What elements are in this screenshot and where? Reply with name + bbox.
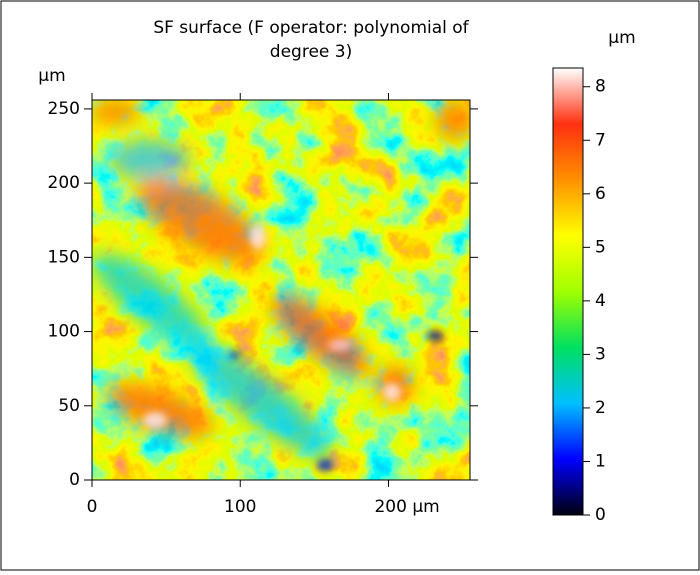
colorbar-tick-label: 8	[595, 77, 606, 97]
y-tick-label: 0	[69, 470, 80, 490]
x-tick-label: 200 µm	[374, 497, 439, 517]
surface-image	[92, 100, 470, 480]
colorbar	[552, 67, 584, 516]
x-tick-label: 0	[87, 497, 98, 517]
y-tick-label: 100	[48, 322, 80, 342]
colorbar-tick-label: 4	[595, 291, 606, 311]
colorbar-tick-label: 2	[595, 398, 606, 418]
y-tick-label: 200	[48, 173, 80, 193]
colorbar-tick-label: 7	[595, 130, 606, 150]
colorbar-label: µm	[608, 28, 635, 48]
chart-title: SF surface (F operator: polynomial of	[153, 18, 469, 38]
y-tick-label: 150	[48, 247, 80, 267]
plot-border	[91, 99, 471, 481]
y-tick-label: 50	[58, 396, 80, 416]
colorbar-tick-label: 1	[595, 451, 606, 471]
x-tick-label: 100	[224, 497, 256, 517]
colorbar-tick-label: 3	[595, 344, 606, 364]
colorbar-tick-label: 6	[595, 184, 606, 204]
chart-title: degree 3)	[270, 42, 352, 62]
colorbar-tick-label: 0	[595, 505, 606, 525]
y-unit-label: µm	[38, 66, 65, 86]
y-tick-label: 250	[48, 99, 80, 119]
colorbar-tick-label: 5	[595, 237, 606, 257]
